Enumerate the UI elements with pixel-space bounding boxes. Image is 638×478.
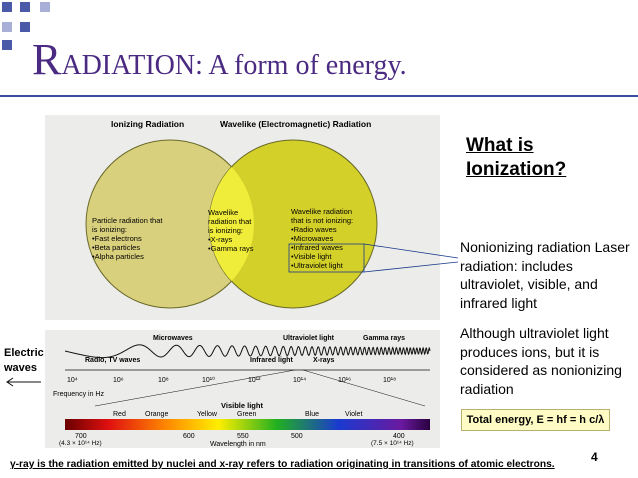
color-label: Yellow <box>197 411 218 418</box>
wave-tick: 550 <box>237 433 249 440</box>
venn-figure: Ionizing Radiation Wavelike (Electromagn… <box>45 115 440 320</box>
right-line: •Ultraviolet light <box>291 261 344 270</box>
ultraviolet-note: Although ultraviolet light produces ions… <box>460 325 622 397</box>
freq-tick: 10⁸ <box>158 377 169 384</box>
wave-tick: 700 <box>75 433 87 440</box>
band-label: Gamma rays <box>363 335 405 342</box>
deco-square <box>2 2 12 12</box>
freq-tick: 10⁶ <box>113 377 124 384</box>
band-label: Radio, TV waves <box>85 357 140 364</box>
left-header: Ionizing Radiation <box>111 119 184 129</box>
left-arrow-icon <box>6 377 41 387</box>
center-line: •X-rays <box>208 235 233 244</box>
right-line: •Infrared waves <box>291 243 343 252</box>
visible-title: Visible light <box>221 401 263 410</box>
ionization-question: What is Ionization? <box>466 135 567 180</box>
venn-diagram: Ionizing Radiation Wavelike (Electromagn… <box>85 119 378 309</box>
right-line: •Visible light <box>291 252 332 261</box>
zoom-line <box>302 369 426 407</box>
wave-tick: 600 <box>183 433 195 440</box>
left-line: •Beta particles <box>92 243 140 252</box>
nonionizing-text: Nonionizing radiation Laser radiation: i… <box>460 239 630 311</box>
spectrum-diagram: Microwaves Ultraviolet light Gamma rays … <box>53 335 431 448</box>
wave-tick: 500 <box>291 433 303 440</box>
left-line: •Fast electrons <box>92 234 142 243</box>
center-line: is ionizing: <box>208 226 243 235</box>
freq-axis-label: Frequency in Hz <box>53 391 104 398</box>
band-label: X-rays <box>313 357 335 364</box>
deco-square <box>2 22 12 32</box>
right-line: Wavelike radiation <box>291 207 352 216</box>
footnote: γ-ray is the radiation emitted by nuclei… <box>10 459 555 470</box>
freq-tick: 10¹² <box>248 377 261 384</box>
right-line: •Microwaves <box>291 234 333 243</box>
title-initial: R <box>32 35 62 84</box>
color-label: Green <box>237 411 257 418</box>
freq-tick: 10¹⁶ <box>338 377 351 384</box>
freq-tick: 10¹⁸ <box>383 377 396 384</box>
wave-axis-label: Wavelength in nm <box>210 441 266 448</box>
deco-square <box>20 22 30 32</box>
spectrum-figure: Microwaves Ultraviolet light Gamma rays … <box>45 330 440 448</box>
band-label: Infrared light <box>250 357 293 364</box>
color-label: Violet <box>345 411 362 418</box>
center-line: Wavelike <box>208 208 238 217</box>
color-label: Orange <box>145 411 168 418</box>
right-line: •Radio waves <box>291 225 337 234</box>
freq-tick: 10¹⁰ <box>202 376 215 384</box>
wave-path <box>64 344 431 359</box>
freq-tick: 10¹⁴ <box>293 377 306 384</box>
band-label: Ultraviolet light <box>283 335 335 342</box>
electric-line: waves <box>4 362 38 374</box>
left-line: Particle radiation that <box>92 216 163 225</box>
deco-square <box>20 2 30 12</box>
slide-title: RADIATION: A form of energy. <box>32 34 407 85</box>
right-line: that is not ionizing: <box>291 216 353 225</box>
freq-tick: 10⁴ <box>67 377 78 384</box>
wave-low-note: (4.3 × 10¹⁴ Hz) <box>59 440 102 447</box>
electric-waves-label: Electric waves <box>4 346 44 376</box>
deco-square <box>2 40 12 50</box>
left-line: is ionizing: <box>92 225 127 234</box>
right-header: Wavelike (Electromagnetic) Radiation <box>220 119 371 129</box>
center-line: radiation that <box>208 217 252 226</box>
electric-line: Electric <box>4 347 44 359</box>
left-line: •Alpha particles <box>92 252 144 261</box>
zoom-line <box>94 369 296 407</box>
page-number: 4 <box>591 450 598 464</box>
energy-formula-box: Total energy, E = hf = h c/λ <box>461 409 610 431</box>
deco-square <box>40 2 50 12</box>
band-label: Microwaves <box>153 335 193 342</box>
corner-decoration <box>2 2 50 50</box>
center-line: •Gamma rays <box>208 244 254 253</box>
color-label: Red <box>113 411 126 418</box>
title-divider <box>0 95 638 97</box>
color-label: Blue <box>305 411 319 418</box>
wave-high-note: (7.5 × 10¹⁴ Hz) <box>371 440 414 447</box>
visible-spectrum-bar <box>65 419 430 430</box>
wave-tick: 400 <box>393 433 405 440</box>
title-rest: ADIATION: A form of energy. <box>61 50 407 81</box>
